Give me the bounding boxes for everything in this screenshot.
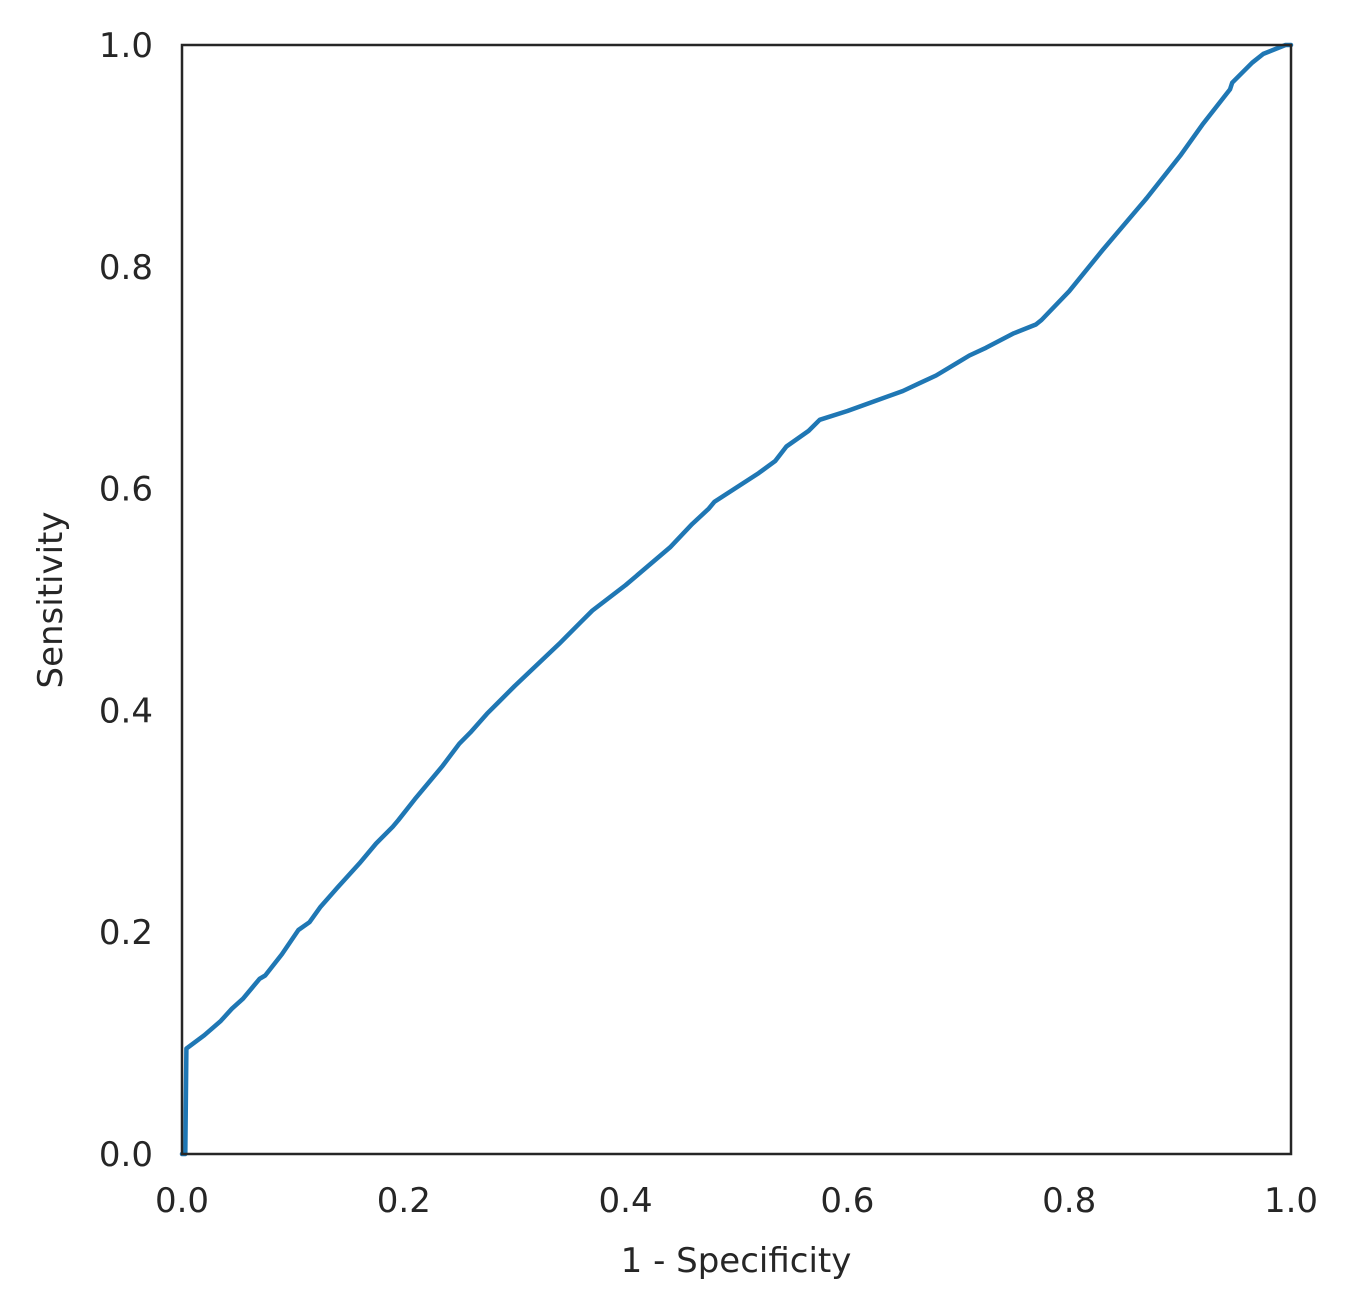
x-tick-label: 0.0	[155, 1181, 209, 1221]
x-tick-label: 0.2	[377, 1181, 431, 1221]
x-tick-label: 0.8	[1042, 1181, 1096, 1221]
x-axis-label: 1 - Specificity	[621, 1241, 852, 1281]
y-tick-label: 0.2	[99, 913, 153, 953]
x-tick-label: 0.6	[820, 1181, 874, 1221]
y-tick-label: 0.6	[99, 470, 153, 510]
x-tick-label: 1.0	[1264, 1181, 1318, 1221]
y-tick-label: 1.0	[99, 26, 153, 66]
x-tick-label: 0.4	[599, 1181, 653, 1221]
roc-curve-line	[179, 42, 1294, 1157]
plot-frame	[180, 43, 1293, 1156]
y-tick-label: 0.0	[99, 1135, 153, 1175]
y-axis-label: Sensitivity	[31, 511, 71, 688]
tick-labels: 0.0 0.2 0.4 0.6 0.8 1.0 0.0 0.2 0.4 0.6 0.8 1.0	[99, 26, 1318, 1221]
plot-area	[179, 42, 1294, 1157]
y-tick-label: 0.4	[99, 691, 153, 731]
y-tick-label: 0.8	[99, 248, 153, 288]
